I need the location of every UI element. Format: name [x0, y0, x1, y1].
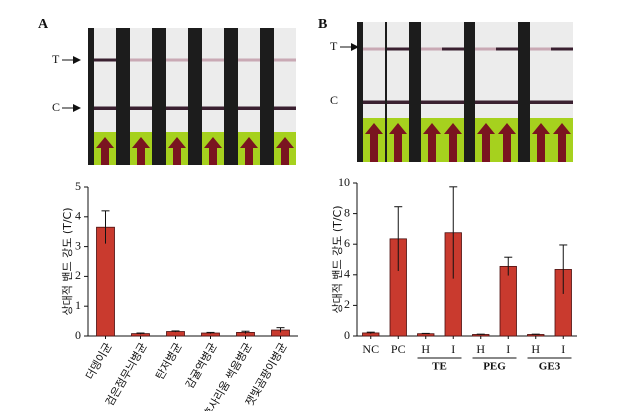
- y-tick-label: 3: [75, 238, 81, 252]
- strip-arrow: [498, 123, 516, 162]
- y-tick-label: 0: [75, 328, 81, 342]
- control-band: [551, 100, 573, 104]
- y-tick-label: 1: [75, 298, 81, 312]
- x-tick-label: 감귤역병균: [183, 341, 220, 391]
- band-label: T: [52, 52, 60, 66]
- test-band: [202, 58, 224, 62]
- y-tick-label: 4: [344, 267, 350, 281]
- control-band: [475, 100, 497, 104]
- band-label: T: [330, 39, 338, 53]
- strip: [530, 22, 552, 118]
- strip: [94, 28, 116, 132]
- test-band: [387, 47, 409, 51]
- strip: [202, 28, 224, 132]
- control-band: [496, 100, 518, 104]
- y-tick-label: 8: [344, 205, 350, 219]
- strip-arrow: [365, 123, 383, 162]
- x-tick-label: PC: [391, 342, 406, 356]
- test-band: [421, 47, 443, 51]
- control-band: [274, 106, 296, 110]
- test-band: [238, 58, 260, 62]
- strip-arrow: [96, 137, 114, 165]
- strip-arrow: [444, 123, 462, 162]
- strip-photos: [88, 22, 573, 165]
- x-tick-label: 탄저병균: [153, 341, 185, 383]
- x-tick-label: H: [421, 342, 430, 356]
- y-tick-label: 10: [338, 175, 350, 189]
- x-tick-label: H: [531, 342, 540, 356]
- strip-arrow: [204, 137, 222, 165]
- strip-arrow: [423, 123, 441, 162]
- bar: [499, 265, 517, 337]
- strip: [387, 22, 409, 118]
- strip-arrow: [477, 123, 495, 162]
- y-axis-label: 상대적 밴드 강도 (T/C): [61, 207, 74, 315]
- control-band: [238, 106, 260, 110]
- test-band: [496, 47, 518, 51]
- control-band: [421, 100, 443, 104]
- x-tick-label: I: [451, 342, 455, 356]
- control-band: [166, 106, 188, 110]
- strip: [496, 22, 518, 118]
- x-tick-label: I: [561, 342, 565, 356]
- strip: [166, 28, 188, 132]
- strip-arrow: [389, 123, 407, 162]
- group-label: TE: [432, 361, 447, 373]
- test-band: [363, 47, 385, 51]
- strip-arrow: [132, 137, 150, 165]
- test-band: [94, 58, 116, 62]
- strip: [130, 28, 152, 132]
- strip-arrow: [168, 137, 186, 165]
- y-tick-label: 0: [344, 328, 350, 342]
- y-tick-label: 4: [75, 209, 81, 223]
- y-axis-label: 상대적 밴드 강도 (T/C): [331, 205, 344, 313]
- control-band: [202, 106, 224, 110]
- test-band: [274, 58, 296, 62]
- test-band: [530, 47, 552, 51]
- bar: [166, 331, 185, 337]
- photo-background: [88, 28, 296, 165]
- y-tick-label: 2: [75, 268, 81, 282]
- strip: [274, 28, 296, 132]
- control-band: [94, 106, 116, 110]
- control-band: [442, 100, 464, 104]
- control-band: [363, 100, 385, 104]
- strip-arrow: [553, 123, 571, 162]
- y-tick-label: 2: [344, 297, 350, 311]
- strip: [363, 22, 385, 118]
- test-band: [130, 58, 152, 62]
- control-band: [130, 106, 152, 110]
- test-band: [551, 47, 573, 51]
- strip-arrow: [240, 137, 258, 165]
- x-tick-label: 더뎅이균: [83, 341, 115, 383]
- panel-label: B: [318, 17, 327, 32]
- y-tick-label: 5: [75, 179, 81, 193]
- strip-arrow: [276, 137, 294, 165]
- group-label: GE3: [539, 361, 561, 373]
- control-band: [530, 100, 552, 104]
- strip: [475, 22, 497, 118]
- test-band: [442, 47, 464, 51]
- band-label: C: [330, 93, 338, 107]
- x-tick-label: NC: [362, 342, 379, 356]
- y-tick-label: 6: [344, 236, 350, 250]
- x-tick-label: I: [506, 342, 510, 356]
- strip: [238, 28, 260, 132]
- strip-arrow: [532, 123, 550, 162]
- test-band: [475, 47, 497, 51]
- x-tick-label: H: [476, 342, 485, 356]
- group-label: PEG: [483, 361, 506, 373]
- bar: [417, 333, 435, 337]
- strip: [421, 22, 443, 118]
- panel-label: A: [38, 17, 49, 32]
- band-label: C: [52, 100, 60, 114]
- test-band: [166, 58, 188, 62]
- strip: [551, 22, 573, 118]
- strip: [442, 22, 464, 118]
- control-band: [387, 100, 409, 104]
